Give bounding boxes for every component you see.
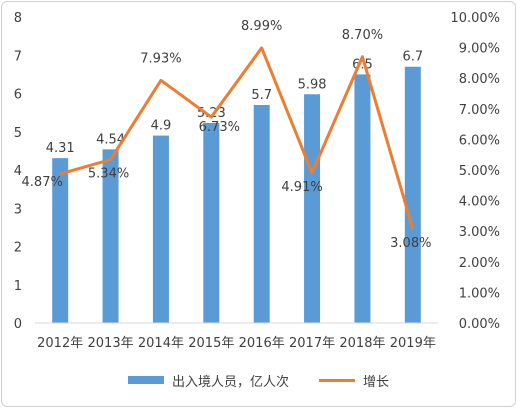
x-axis-tick-label: 2015年 xyxy=(188,336,234,351)
left-axis-tick-label: 1 xyxy=(14,279,22,294)
right-axis-tick-label: 4.00% xyxy=(459,195,500,210)
bar-data-label: 5.23 xyxy=(197,106,226,121)
bar-data-label: 5.7 xyxy=(251,88,272,103)
line-data-label: 4.87% xyxy=(22,175,63,190)
left-axis-tick-label: 3 xyxy=(14,202,22,217)
bar xyxy=(102,149,119,323)
left-axis-tick-label: 0 xyxy=(14,317,22,332)
line-data-label: 3.08% xyxy=(390,236,431,251)
right-axis-tick-label: 10.00% xyxy=(450,11,500,26)
bar-data-label: 6.7 xyxy=(402,50,423,65)
x-axis-tick-label: 2018年 xyxy=(339,336,385,351)
right-axis-tick-label: 5.00% xyxy=(459,164,500,179)
bar xyxy=(203,122,220,323)
growth-line xyxy=(59,46,415,230)
x-axis-tick-label: 2019年 xyxy=(390,336,436,351)
right-axis-tick-label: 7.00% xyxy=(459,103,500,118)
line-data-label: 7.93% xyxy=(140,51,181,66)
legend: 出入境人员，亿人次 增长 xyxy=(0,368,517,392)
right-axis-tick-label: 0.00% xyxy=(459,317,500,332)
x-axis-tick-label: 2014年 xyxy=(138,336,184,351)
legend-label-bar: 出入境人员，亿人次 xyxy=(171,374,289,390)
legend-label-line: 增长 xyxy=(363,374,390,390)
line-data-label: 8.70% xyxy=(342,28,383,43)
bar xyxy=(152,135,169,323)
legend-item-line: 增长 xyxy=(319,371,389,390)
legend-swatch-bar xyxy=(127,376,164,384)
bar xyxy=(404,66,421,323)
left-axis-tick-label: 8 xyxy=(14,11,22,26)
x-axis-tick-label: 2013年 xyxy=(88,336,134,351)
legend-swatch-line xyxy=(319,378,355,382)
right-axis-tick-label: 2.00% xyxy=(459,256,500,271)
bar-data-label: 4.9 xyxy=(151,119,172,134)
right-axis-tick-label: 6.00% xyxy=(459,133,500,148)
right-axis-tick-label: 3.00% xyxy=(459,225,500,240)
bar-data-label: 4.54 xyxy=(96,132,125,147)
bar-data-label: 5.98 xyxy=(298,77,327,92)
left-axis-tick-label: 2 xyxy=(14,241,22,256)
bar xyxy=(304,94,321,323)
x-axis-tick-label: 2012年 xyxy=(37,336,83,351)
x-axis-tick-label: 2016年 xyxy=(239,336,285,351)
right-axis-tick-label: 8.00% xyxy=(459,72,500,87)
left-axis-tick-label: 5 xyxy=(14,126,22,141)
left-axis-tick-label: 6 xyxy=(14,88,22,103)
chart-plot: 0 1 2 3 4 5 6 7 8 0.00% 1.00% 2.00% 3.00% 4.00% 5.00%… xyxy=(14,11,500,351)
left-axis-tick-label: 7 xyxy=(14,49,22,64)
line-data-label: 6.73% xyxy=(199,120,240,135)
bar xyxy=(253,104,270,323)
bar xyxy=(354,74,371,323)
left-axis-tick-label: 4 xyxy=(14,164,22,179)
bar-data-label: 4.31 xyxy=(46,141,75,156)
bar xyxy=(52,158,69,323)
x-axis-tick-label: 2017年 xyxy=(289,336,335,351)
line-data-label: 4.91% xyxy=(281,180,322,195)
legend-item-bar: 出入境人员，亿人次 xyxy=(127,371,289,390)
line-data-label: 5.34% xyxy=(88,167,129,182)
right-axis-tick-label: 9.00% xyxy=(459,42,500,57)
right-axis-tick-label: 1.00% xyxy=(459,286,500,301)
line-data-label: 8.99% xyxy=(241,19,282,34)
